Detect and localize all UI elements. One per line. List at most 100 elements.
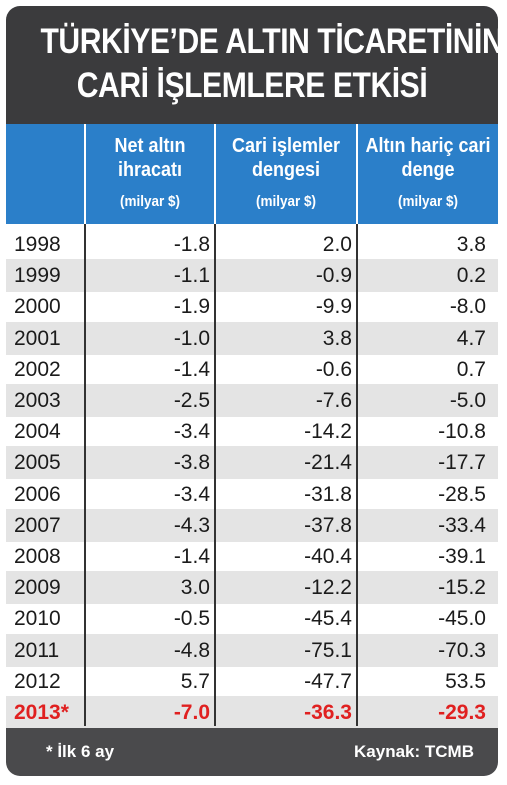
table-row: 2012 5.7 -47.7 53.5 [6, 665, 498, 698]
value-cell: -5.0 [449, 389, 486, 412]
year-cell: 2011 [14, 638, 60, 662]
title-line-1: TÜRKİYE’DE ALTIN TİCARETİNİN [40, 22, 498, 61]
year-cell: 2000 [14, 295, 61, 319]
year-cell: 1998 [14, 233, 61, 256]
column-header-label: Cari işlemler dengesi [231, 135, 341, 181]
value-cell: -45.4 [304, 607, 352, 631]
value-cell: -37.8 [304, 513, 352, 537]
value-cell: -0.6 [315, 357, 352, 381]
column-header-net-gold-exports: Net altın ihracatı (milyar $) [86, 124, 214, 224]
value-cell: -70.3 [438, 638, 486, 662]
value-cell: -33.4 [438, 513, 486, 537]
column-header-unit: (milyar $) [397, 193, 459, 210]
column-header-unit: (milyar $) [119, 193, 181, 210]
table-row: 2010 -0.5 -45.4 -45.0 [6, 602, 498, 635]
year-cell: 2005 [14, 451, 61, 475]
source-credit: Kaynak: TCMB [354, 742, 474, 761]
value-cell: -28.5 [438, 482, 486, 506]
table-row: 2000 -1.9 -9.9 -8.0 [6, 290, 498, 323]
table-row: 2004 -3.4 -14.2 -10.8 [6, 415, 498, 448]
column-divider [214, 224, 216, 726]
year-cell: 2003 [14, 389, 61, 412]
value-cell: -1.0 [173, 326, 210, 350]
table-row: 1999 -1.1 -0.9 0.2 [6, 259, 498, 293]
value-cell: -14.2 [304, 420, 352, 444]
column-header-ex-gold-balance: Altın hariç cari denge (milyar $) [358, 124, 498, 224]
year-cell: 2004 [14, 420, 61, 444]
value-cell: -40.4 [304, 545, 352, 568]
value-cell: -0.9 [315, 264, 352, 288]
column-header-current-account: Cari işlemler dengesi (milyar $) [216, 124, 356, 224]
value-cell: -17.7 [438, 451, 486, 475]
value-cell: 0.7 [456, 357, 486, 381]
value-cell: -1.4 [173, 545, 210, 568]
value-cell: -29.3 [438, 701, 486, 724]
year-cell: 2001 [14, 326, 61, 350]
value-cell: -7.0 [173, 701, 210, 724]
value-cell: -1.1 [173, 264, 210, 288]
value-cell: -9.9 [315, 295, 352, 319]
value-cell: -1.4 [173, 357, 210, 381]
table-row: 2008 -1.4 -40.4 -39.1 [6, 540, 498, 573]
value-cell: -21.4 [304, 451, 352, 475]
year-cell: 2002 [14, 357, 61, 381]
column-header-unit: (milyar $) [255, 193, 317, 210]
column-header-label: Altın hariç cari denge [365, 135, 491, 181]
value-cell: -3.4 [173, 482, 210, 506]
value-cell: -4.3 [173, 513, 210, 537]
value-cell: -31.8 [304, 482, 352, 506]
value-cell: -15.2 [438, 576, 486, 600]
value-cell: 3.8 [456, 233, 486, 256]
year-cell: 2013* [14, 701, 69, 724]
footer-bar: * İlk 6 ay Kaynak: TCMB [6, 728, 498, 776]
value-cell: -2.5 [173, 389, 210, 412]
year-cell: 2007 [14, 513, 61, 537]
value-cell: -1.9 [173, 295, 210, 319]
table-row: 2002 -1.4 -0.6 0.7 [6, 353, 498, 386]
value-cell: -36.3 [304, 701, 352, 724]
value-cell: -12.2 [304, 576, 352, 600]
year-cell: 2012 [14, 669, 61, 693]
footnote: * İlk 6 ay [46, 742, 115, 761]
table-row: 2011 -4.8 -75.1 -70.3 [6, 633, 498, 667]
value-cell: -39.1 [438, 545, 486, 568]
value-cell: 4.7 [456, 326, 486, 350]
value-cell: -45.0 [438, 607, 486, 631]
table-row: 2013* -7.0 -36.3 -29.3 [6, 696, 498, 729]
column-divider [356, 224, 358, 726]
value-cell: -0.5 [173, 607, 210, 631]
value-cell: -1.8 [173, 233, 210, 256]
table-row: 2006 -3.4 -31.8 -28.5 [6, 478, 498, 511]
infographic-card: TÜRKİYE’DE ALTIN TİCARETİNİN CARİ İŞLEML… [6, 6, 498, 776]
column-divider [356, 124, 358, 224]
year-cell: 2006 [14, 482, 61, 506]
year-cell: 2009 [14, 576, 61, 600]
value-cell: 2.0 [322, 233, 352, 256]
value-cell: 3.8 [322, 326, 352, 350]
value-cell: -8.0 [449, 295, 486, 319]
table-row: 2007 -4.3 -37.8 -33.4 [6, 508, 498, 542]
column-divider [214, 124, 216, 224]
value-cell: 53.5 [445, 669, 486, 693]
table-row: 2003 -2.5 -7.6 -5.0 [6, 384, 498, 417]
value-cell: -47.7 [304, 669, 352, 693]
value-cell: 3.0 [180, 576, 210, 600]
title-line-2: CARİ İŞLEMLERE ETKİSİ [76, 66, 428, 105]
column-header-row: Net altın ihracatı (milyar $) Cari işlem… [6, 124, 498, 224]
table-row: 1998 -1.8 2.0 3.8 [6, 228, 498, 261]
value-cell: 5.7 [180, 669, 210, 693]
value-cell: 0.2 [456, 264, 486, 288]
value-cell: -4.8 [173, 638, 210, 662]
title-banner: TÜRKİYE’DE ALTIN TİCARETİNİN CARİ İŞLEML… [6, 6, 498, 124]
value-cell: -10.8 [438, 420, 486, 444]
value-cell: -75.1 [304, 638, 352, 662]
year-cell: 2008 [14, 545, 61, 568]
year-cell: 1999 [14, 264, 61, 288]
table-row: 2005 -3.8 -21.4 -17.7 [6, 446, 498, 480]
column-header-label: Net altın ihracatı [114, 135, 186, 181]
column-divider [84, 224, 86, 726]
table-row: 2009 3.0 -12.2 -15.2 [6, 571, 498, 605]
column-divider [84, 124, 86, 224]
table-row: 2001 -1.0 3.8 4.7 [6, 321, 498, 355]
year-cell: 2010 [14, 607, 61, 631]
